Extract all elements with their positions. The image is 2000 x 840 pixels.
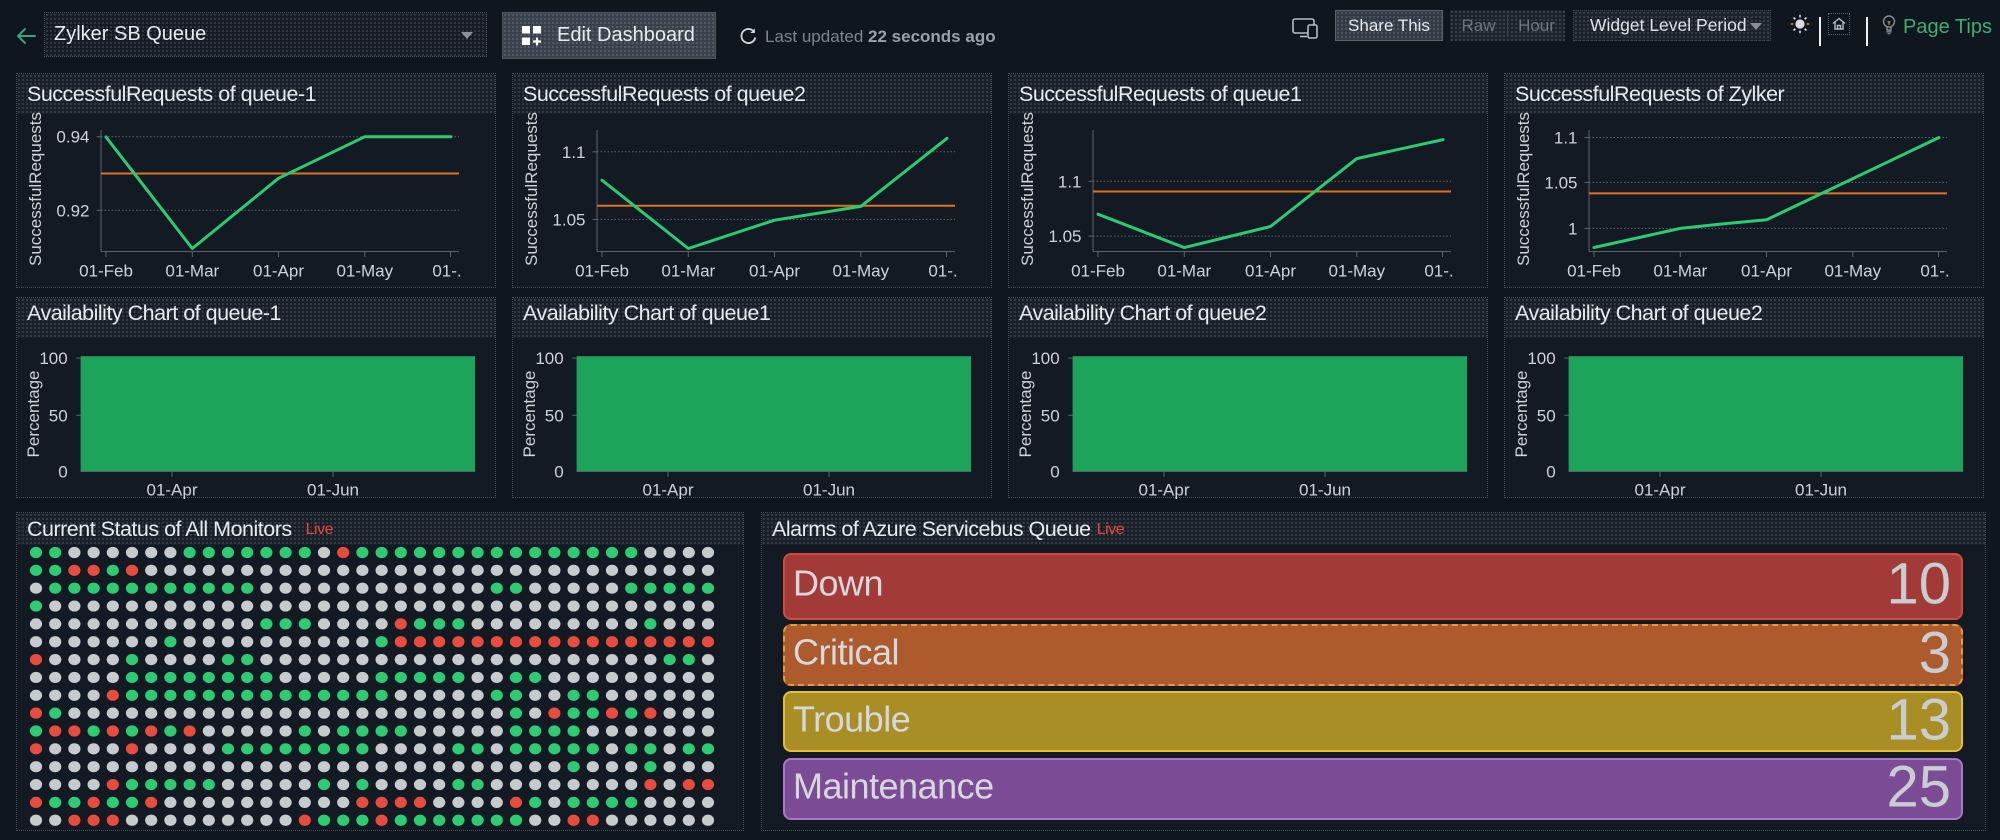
svg-text:01-May: 01-May [336,262,393,281]
svg-text:0.94: 0.94 [56,128,89,147]
svg-text:1.1: 1.1 [1554,129,1578,148]
svg-text:1.05: 1.05 [1544,173,1577,192]
svg-text:100: 100 [1031,349,1059,368]
svg-text:01-May: 01-May [832,262,889,281]
svg-text:50: 50 [49,406,68,425]
svg-text:Percentage: Percentage [1512,371,1531,458]
svg-text:0: 0 [1546,463,1555,482]
svg-text:01-Feb: 01-Feb [1071,262,1125,281]
svg-text:100: 100 [1527,349,1555,368]
svg-text:1: 1 [1568,219,1577,238]
svg-text:100: 100 [535,349,563,368]
svg-text:0.92: 0.92 [56,201,89,220]
svg-text:01-Apr: 01-Apr [146,481,197,500]
svg-text:01-Jun: 01-Jun [803,481,855,500]
svg-text:50: 50 [1041,406,1060,425]
svg-text:1.05: 1.05 [1048,227,1081,246]
svg-text:1.1: 1.1 [1058,172,1082,191]
svg-text:01-Apr: 01-Apr [749,262,800,281]
svg-text:01-.: 01-. [1424,262,1453,281]
svg-text:01-Mar: 01-Mar [165,262,219,281]
svg-text:01-Apr: 01-Apr [1245,262,1296,281]
svg-text:0: 0 [554,463,563,482]
svg-text:01-Feb: 01-Feb [1567,262,1621,281]
svg-text:1.1: 1.1 [562,143,586,162]
svg-text:01-Apr: 01-Apr [642,481,693,500]
svg-text:50: 50 [545,406,564,425]
svg-text:Percentage: Percentage [1016,371,1035,458]
svg-text:100: 100 [39,349,67,368]
svg-text:01-Mar: 01-Mar [1157,262,1211,281]
svg-text:SuccessfulRequests: SuccessfulRequests [1514,112,1533,266]
svg-text:01-Apr: 01-Apr [1138,481,1189,500]
svg-text:Percentage: Percentage [520,371,539,458]
svg-text:01-Mar: 01-Mar [1653,262,1707,281]
svg-text:01-Jun: 01-Jun [1299,481,1351,500]
svg-text:01-Jun: 01-Jun [1795,481,1847,500]
svg-text:01-Apr: 01-Apr [1741,262,1792,281]
svg-text:01-May: 01-May [1824,262,1881,281]
svg-text:01-Mar: 01-Mar [661,262,715,281]
svg-text:01-Jun: 01-Jun [307,481,359,500]
svg-text:0: 0 [1050,463,1059,482]
svg-text:0: 0 [58,463,67,482]
svg-text:01-Apr: 01-Apr [253,262,304,281]
svg-text:01-.: 01-. [928,262,957,281]
svg-text:1.05: 1.05 [552,210,585,229]
svg-text:01-May: 01-May [1328,262,1385,281]
svg-text:01-Feb: 01-Feb [575,262,629,281]
svg-text:01-Feb: 01-Feb [79,262,133,281]
svg-text:SuccessfulRequests: SuccessfulRequests [26,112,45,266]
svg-text:50: 50 [1537,406,1556,425]
svg-text:SuccessfulRequests: SuccessfulRequests [1018,112,1037,266]
svg-text:01-.: 01-. [1920,262,1949,281]
svg-text:01-.: 01-. [432,262,461,281]
svg-text:01-Apr: 01-Apr [1634,481,1685,500]
svg-text:SuccessfulRequests: SuccessfulRequests [522,112,541,266]
svg-text:Percentage: Percentage [24,371,43,458]
